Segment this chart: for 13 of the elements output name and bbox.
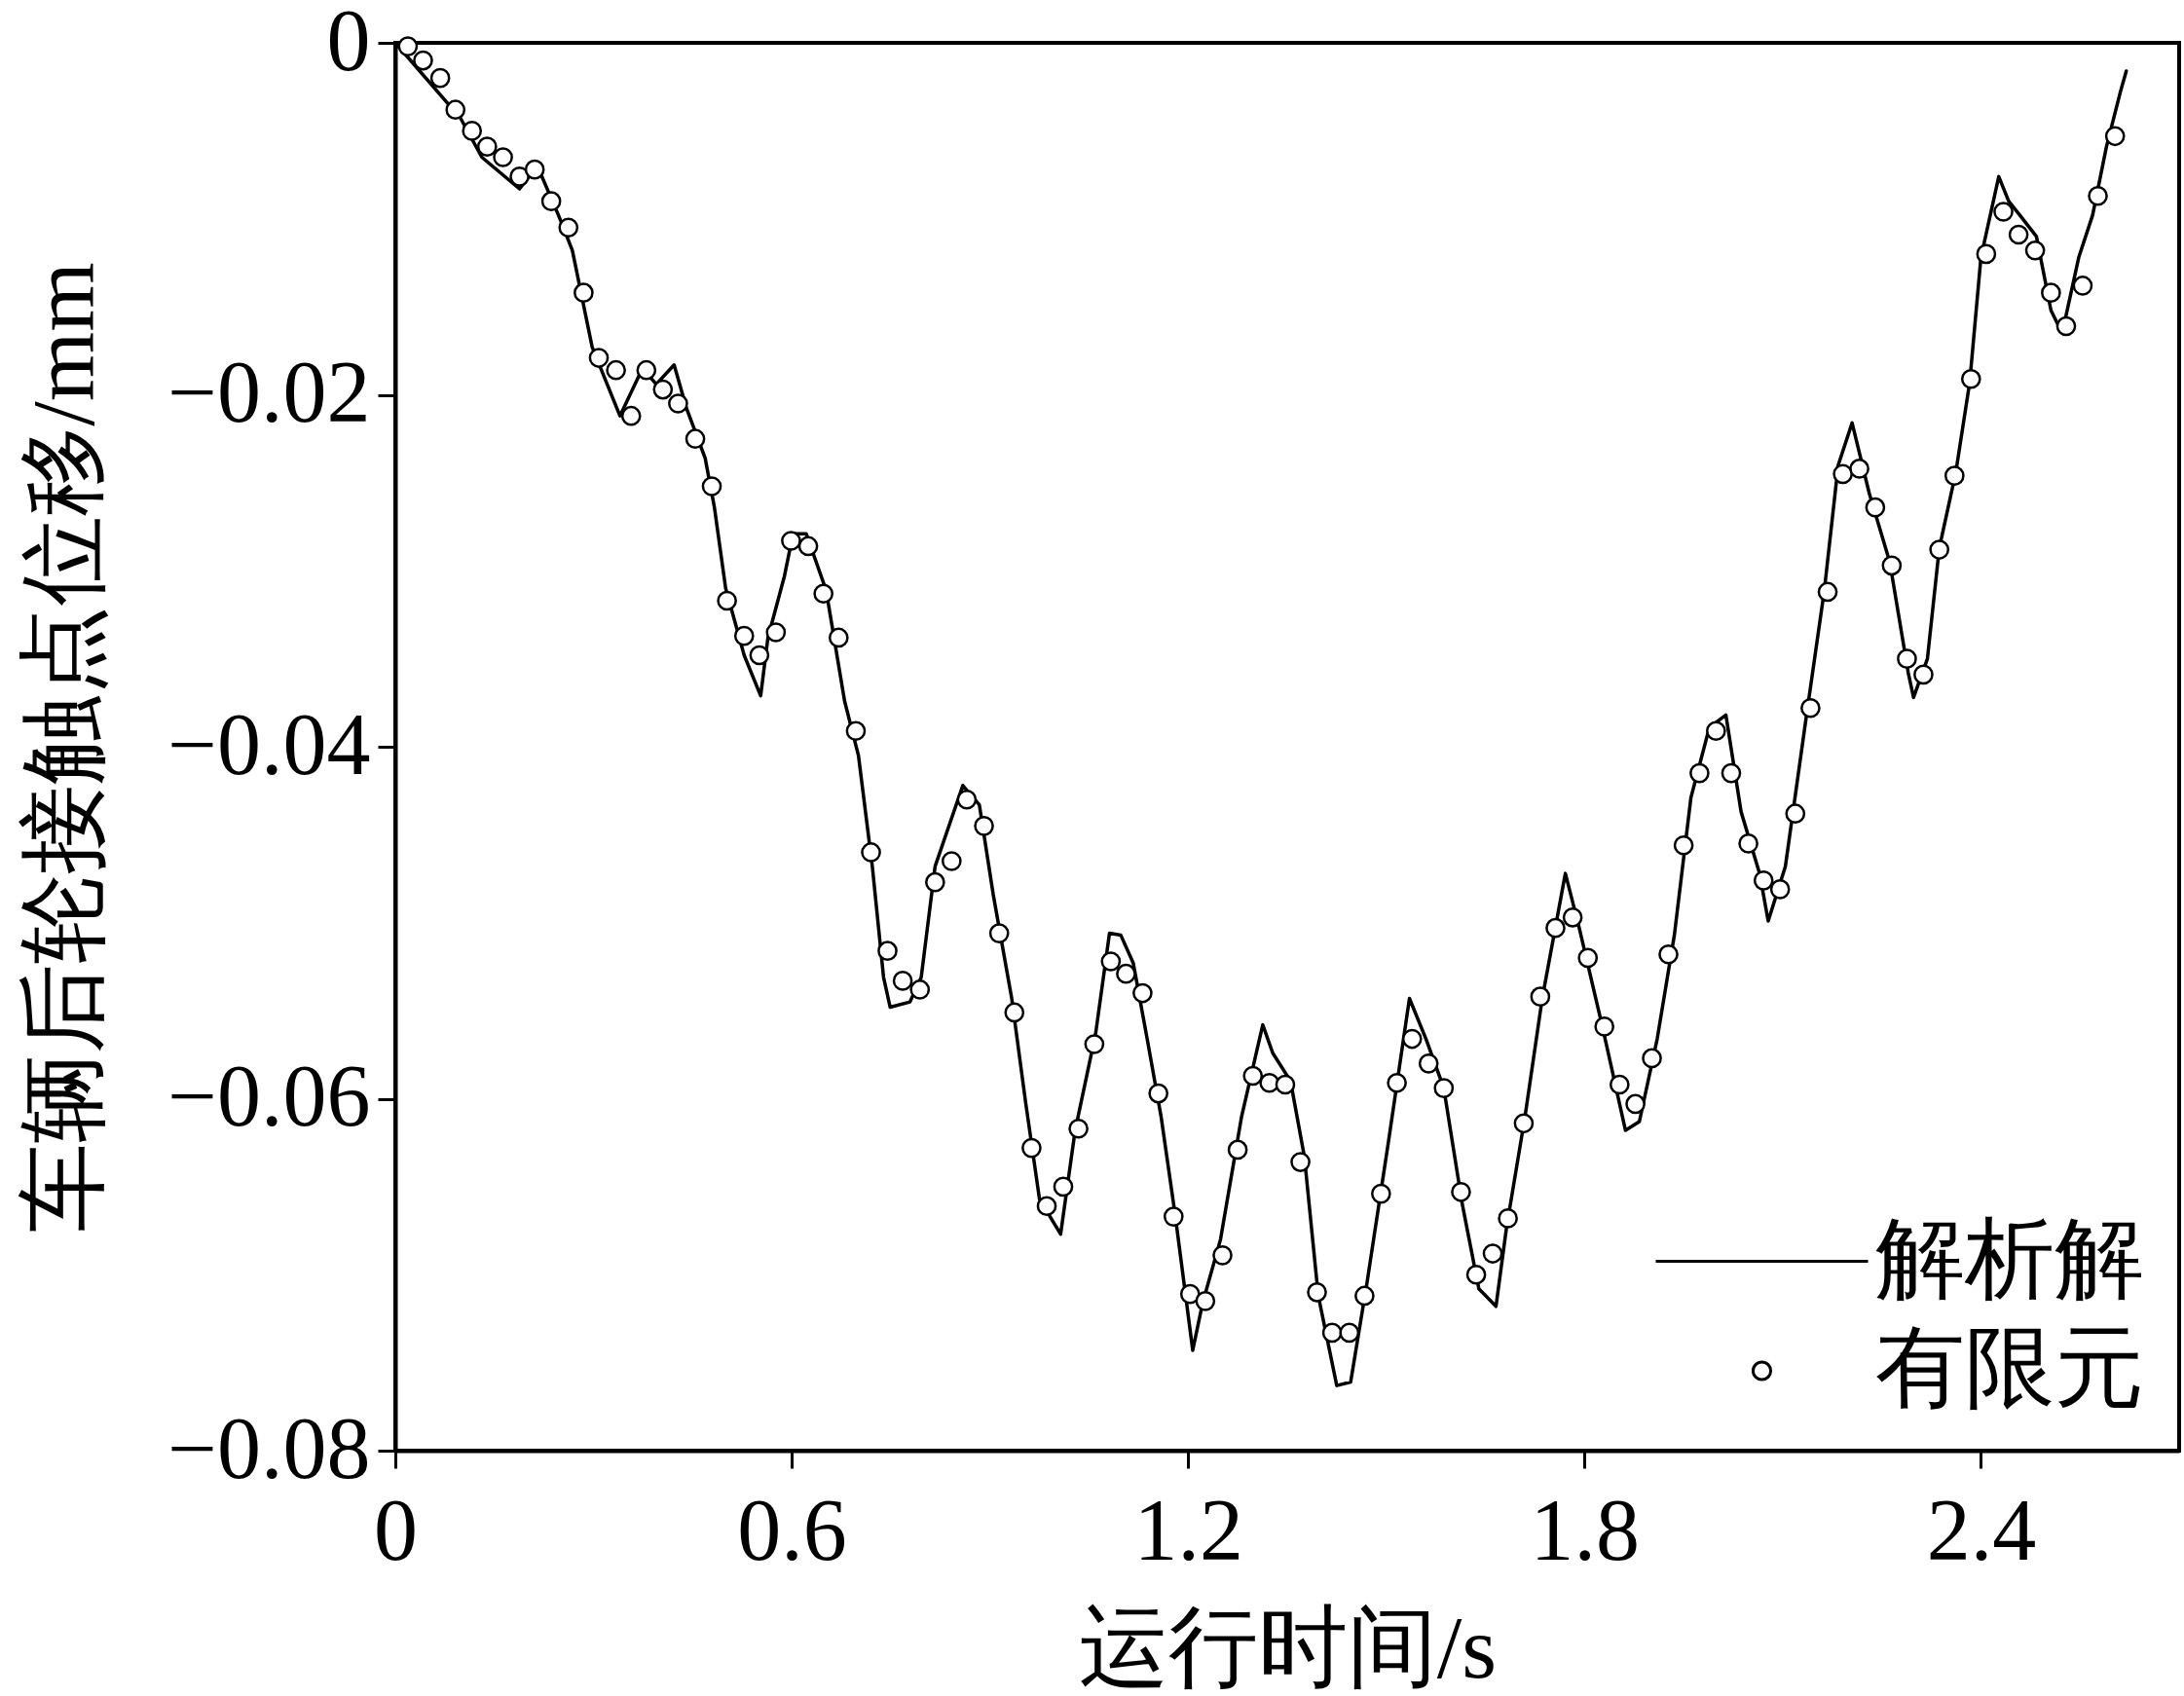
- y-tick-label: −0.02: [167, 344, 371, 440]
- x-tick-label: 2.4: [1926, 1481, 2037, 1578]
- x-tick-label: 0.6: [737, 1481, 847, 1578]
- x-tick-label: 1.2: [1133, 1481, 1243, 1578]
- y-tick-label: 0: [326, 0, 371, 89]
- x-tick-label: 1.8: [1530, 1481, 1641, 1578]
- legend-label: 解析解: [1875, 1208, 2144, 1309]
- x-axis-title: 运行时间/s: [1078, 1597, 1498, 1696]
- y-tick-label: −0.08: [167, 1399, 371, 1496]
- y-tick-label: −0.06: [167, 1048, 371, 1144]
- y-axis-title: 车辆后轮接触点位移/mm: [13, 262, 113, 1233]
- y-tick-label: −0.04: [167, 695, 371, 793]
- legend-label: 有限元: [1875, 1318, 2144, 1418]
